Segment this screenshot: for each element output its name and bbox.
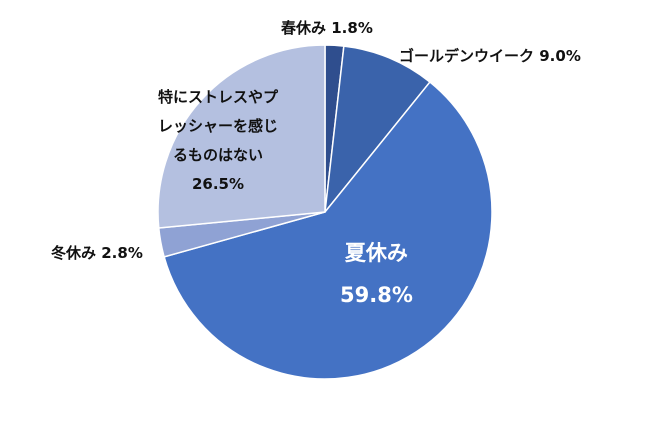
label-golden-week: ゴールデンウイーク 9.0% — [399, 49, 581, 64]
label-summer-break-name: 夏休み — [344, 241, 408, 265]
label-no-stress-value: 26.5% — [191, 175, 245, 193]
label-golden-week-value: 9.0% — [539, 47, 581, 65]
slice-golden-week — [323, 45, 431, 215]
label-summer-break: 夏休み 59.8% — [340, 232, 413, 316]
label-spring-break-value: 1.8% — [331, 19, 373, 37]
label-summer-break-value: 59.8% — [340, 283, 413, 307]
slice-no-stress — [157, 44, 326, 229]
slice-summer-break — [163, 81, 493, 380]
label-spring-break-name: 春休み — [281, 19, 327, 37]
label-spring-break: 春休み 1.8% — [281, 21, 373, 36]
label-no-stress-line-3: るものはない — [172, 146, 263, 164]
label-winter-break-name: 冬休み — [51, 244, 97, 262]
label-winter-break-value: 2.8% — [101, 244, 143, 262]
label-no-stress: 特にストレスやプ レッシャーを感じ るものはない 26.5% — [148, 83, 288, 199]
label-winter-break: 冬休み 2.8% — [51, 246, 143, 261]
label-no-stress-line-2: レッシャーを感じ — [157, 117, 278, 135]
label-golden-week-name: ゴールデンウイーク — [399, 47, 535, 65]
label-no-stress-line-1: 特にストレスやプ — [157, 88, 278, 106]
